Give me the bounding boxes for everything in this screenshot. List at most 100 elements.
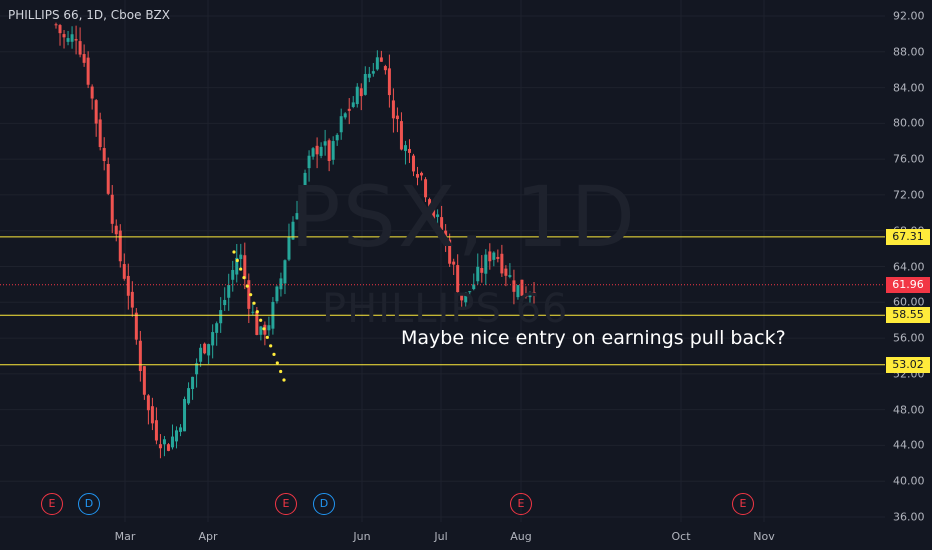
candle-body (211, 332, 215, 346)
trend-dot (245, 284, 249, 288)
candle-body (343, 113, 347, 118)
time-label: Aug (510, 530, 532, 543)
candle-body (347, 108, 351, 111)
price-tick: 40.00 (893, 474, 925, 488)
candle-body (138, 340, 142, 372)
trend-dot (259, 318, 263, 322)
candle-body (78, 41, 82, 55)
candle-body (251, 311, 255, 313)
earnings-marker[interactable]: E (275, 493, 297, 515)
candle-body (411, 155, 415, 172)
candle-body (106, 163, 110, 194)
candle-body (331, 141, 335, 160)
candle-body (528, 292, 532, 298)
candle-body (118, 230, 122, 262)
earnings-marker[interactable]: E (41, 493, 63, 515)
candle-body (375, 57, 379, 70)
trend-dot (282, 378, 286, 382)
candle-body (391, 100, 395, 119)
candle-body (219, 310, 223, 324)
candle-body (508, 275, 512, 277)
earnings-marker[interactable]: E (732, 493, 754, 515)
candle-body (407, 148, 411, 153)
candle-body (355, 86, 359, 105)
candle-body (247, 280, 251, 309)
candle-body (399, 121, 403, 150)
candle-body (110, 194, 114, 224)
candle-body (371, 71, 375, 74)
last-price-tag: 61.96 (886, 276, 930, 293)
candle-body (436, 214, 440, 217)
level-price-tag: 67.31 (886, 228, 930, 245)
candle-body (315, 145, 319, 155)
candle-body (179, 427, 183, 432)
candle-body (403, 145, 407, 151)
time-axis[interactable]: Mar Apr Jun Jul Aug Oct Nov (0, 522, 885, 550)
candle-body (58, 25, 62, 34)
candle-body (62, 34, 66, 38)
candle-body (231, 269, 235, 280)
candle-body (259, 326, 263, 335)
candle-body (460, 294, 464, 301)
price-axis[interactable]: 92.0088.0084.0080.0076.0072.0068.0064.00… (885, 0, 932, 550)
trend-dot (249, 293, 253, 297)
candle-body (339, 116, 343, 133)
candle-body (283, 260, 287, 284)
trend-dot (242, 276, 246, 280)
trend-dot (232, 250, 236, 254)
candle-body (90, 86, 94, 99)
candle-body (183, 398, 187, 432)
trend-dot (269, 344, 273, 348)
symbol-label[interactable]: PHILLIPS 66, 1D, Cboe BZX (8, 8, 170, 22)
time-label: Mar (114, 530, 136, 543)
candle-body (488, 251, 492, 262)
dividend-marker[interactable]: D (78, 493, 100, 515)
candle-body (267, 325, 271, 331)
price-tick: 80.00 (893, 116, 925, 130)
candle-body (158, 444, 162, 449)
candle-body (500, 253, 504, 274)
candle-body (472, 284, 476, 290)
candle-body (303, 172, 307, 191)
price-tick: 44.00 (893, 438, 925, 452)
level-price-tag: 58.55 (886, 307, 930, 324)
price-chart[interactable] (0, 0, 885, 522)
trend-dot (235, 258, 239, 263)
candle-body (126, 275, 130, 296)
candle-body (452, 261, 456, 265)
candle-body (122, 264, 126, 279)
time-label: Nov (753, 530, 775, 543)
candle-body (114, 225, 118, 235)
candle-body (468, 291, 472, 293)
candle-body (383, 66, 387, 71)
candle-body (307, 155, 311, 169)
candle-body (227, 285, 231, 298)
candle-body (484, 254, 488, 274)
time-label: Oct (671, 530, 691, 543)
candle-body (363, 74, 367, 95)
candle-body (86, 57, 90, 85)
candle-body (142, 366, 146, 395)
candle-body (223, 299, 227, 306)
candle-body (379, 57, 383, 62)
price-tick: 88.00 (893, 45, 925, 59)
candle-body (424, 179, 428, 198)
annotation-text[interactable]: Maybe nice entry on earnings pull back? (401, 327, 786, 349)
time-label: Jun (353, 530, 371, 543)
price-tick: 76.00 (893, 152, 925, 166)
candle-body (448, 239, 452, 264)
candle-body (299, 190, 303, 216)
dividend-marker[interactable]: D (313, 493, 335, 515)
candle-body (291, 221, 295, 240)
time-label: Jul (434, 530, 448, 543)
level-price-tag: 53.02 (886, 356, 930, 373)
trend-dot (272, 352, 276, 356)
candle-body (319, 146, 323, 156)
dotted-trend-line (232, 250, 286, 382)
candle-body (367, 73, 371, 78)
price-tick: 48.00 (893, 403, 925, 417)
earnings-marker[interactable]: E (510, 493, 532, 515)
candle-body (82, 54, 86, 63)
candle-body (150, 406, 154, 424)
candle-body (235, 257, 239, 275)
